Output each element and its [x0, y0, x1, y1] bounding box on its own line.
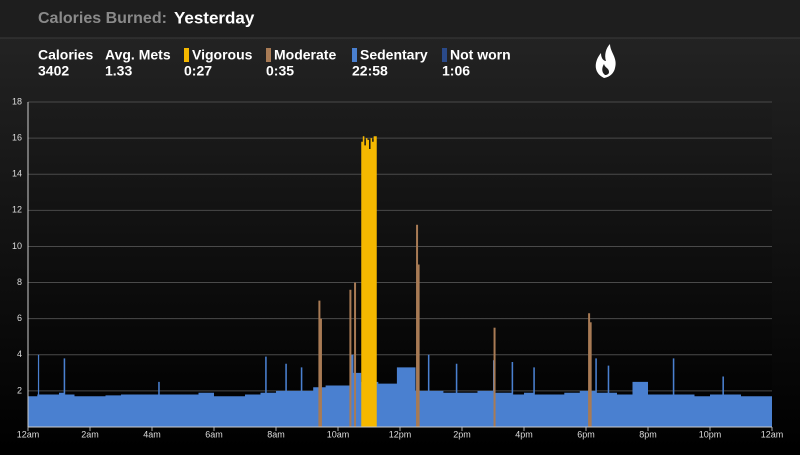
legend-swatch	[266, 48, 271, 62]
y-tick-label: 4	[17, 349, 22, 359]
y-tick-label: 14	[12, 169, 22, 179]
x-tick-label: 12pm	[389, 429, 412, 439]
y-tick-label: 16	[12, 132, 22, 142]
x-tick-label: 4pm	[515, 429, 533, 439]
stat-value: 1.33	[105, 63, 132, 79]
flame-icon	[595, 44, 616, 78]
legend-value: 22:58	[352, 63, 388, 79]
legend-label: Vigorous	[192, 47, 253, 63]
x-tick-label: 8pm	[639, 429, 657, 439]
bar	[319, 318, 322, 427]
bar	[589, 322, 592, 427]
x-tick-label: 6pm	[577, 429, 595, 439]
bar	[588, 313, 591, 427]
bar	[417, 264, 420, 427]
header-title: Yesterday	[174, 8, 255, 27]
x-tick-label: 10pm	[699, 429, 722, 439]
bar	[493, 327, 496, 427]
stat-label: Avg. Mets	[105, 47, 171, 63]
legend-swatch	[442, 48, 447, 62]
bar	[354, 282, 357, 427]
legend-swatch	[184, 48, 189, 62]
bar	[416, 224, 419, 427]
x-tick-label: 12am	[761, 429, 784, 439]
legend-label: Sedentary	[360, 47, 428, 63]
area	[28, 354, 772, 427]
x-tick-label: 6am	[205, 429, 223, 439]
x-tick-label: 10am	[327, 429, 350, 439]
x-tick-label: 8am	[267, 429, 285, 439]
y-tick-label: 10	[12, 241, 22, 251]
top-bar	[0, 0, 800, 38]
header-label: Calories Burned:	[38, 10, 167, 27]
legend-label: Moderate	[274, 47, 336, 63]
legend-value: 0:27	[184, 63, 212, 79]
y-tick-label: 18	[12, 96, 22, 106]
x-tick-label: 12am	[17, 429, 40, 439]
bar	[349, 289, 352, 427]
y-tick-label: 2	[17, 385, 22, 395]
legend-label: Not worn	[450, 47, 511, 63]
stat-value: 3402	[38, 63, 69, 79]
bar	[318, 300, 321, 427]
legend-swatch	[352, 48, 357, 62]
x-tick-label: 2am	[81, 429, 99, 439]
area	[361, 136, 377, 428]
stat-label: Calories	[38, 47, 93, 63]
y-tick-label: 6	[17, 313, 22, 323]
y-tick-label: 8	[17, 277, 22, 287]
legend-value: 0:35	[266, 63, 294, 79]
legend-value: 1:06	[442, 63, 470, 79]
x-tick-label: 4am	[143, 429, 161, 439]
x-tick-label: 2pm	[453, 429, 471, 439]
y-tick-label: 12	[12, 205, 22, 215]
